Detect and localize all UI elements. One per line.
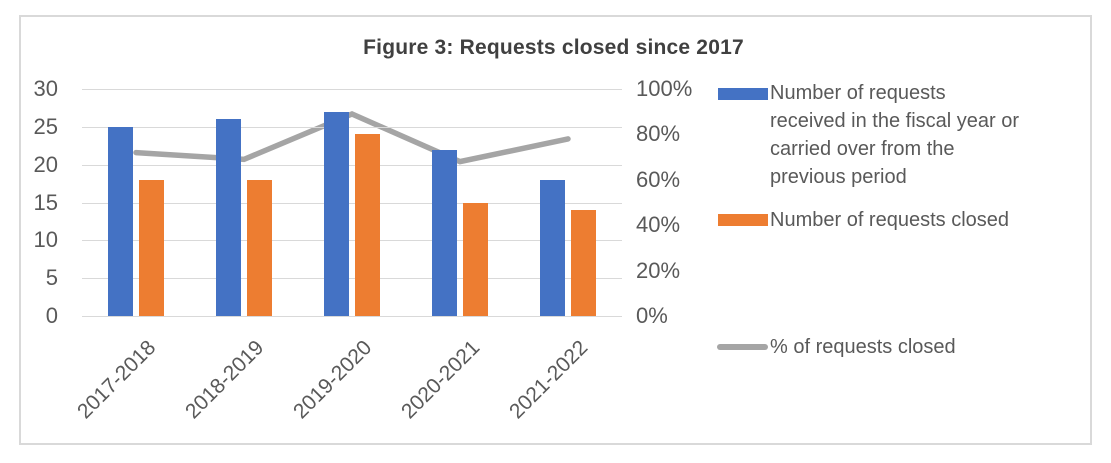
legend-label-1: Number of requests closed bbox=[770, 206, 1080, 234]
legend-swatch-0 bbox=[718, 88, 768, 100]
gridline bbox=[82, 278, 622, 280]
gridline bbox=[82, 126, 622, 128]
legend-line-swatch bbox=[717, 344, 768, 350]
left-axis-tick: 10 bbox=[33, 227, 58, 253]
legend-label-2: % of requests closed bbox=[770, 333, 1080, 361]
gridline bbox=[82, 164, 622, 166]
legend-label-line: previous period bbox=[770, 166, 907, 188]
legend-label-0: Number of requests received in the fiscal… bbox=[770, 79, 1080, 191]
legend-label-line: carried over from the bbox=[770, 138, 955, 160]
legend-label-line: % of requests closed bbox=[770, 336, 956, 358]
legend-label-line: Number of requests bbox=[770, 82, 946, 104]
right-axis-tick: 0% bbox=[636, 303, 668, 328]
bar-closed bbox=[247, 179, 272, 316]
left-axis-tick: 5 bbox=[45, 265, 58, 291]
gridline bbox=[82, 89, 622, 90]
bar-received bbox=[216, 119, 241, 316]
gridline bbox=[82, 202, 622, 204]
bar-received bbox=[540, 179, 565, 316]
right-axis-tick: 60% bbox=[636, 166, 681, 192]
bar-received bbox=[324, 111, 349, 316]
left-axis-tick: 0 bbox=[45, 303, 58, 328]
right-axis-tick: 80% bbox=[636, 121, 681, 147]
right-axis-tick: 20% bbox=[636, 257, 681, 283]
left-axis-tick: 20 bbox=[33, 151, 58, 177]
bar-received bbox=[432, 149, 457, 316]
left-axis-tick: 15 bbox=[33, 189, 58, 215]
left-axis-tick: 25 bbox=[33, 113, 58, 139]
bar-closed bbox=[355, 134, 380, 316]
chart-title: Figure 3: Requests closed since 2017 bbox=[363, 36, 744, 59]
left-axis-tick: 30 bbox=[33, 76, 58, 101]
legend-label-line: received in the fiscal year or bbox=[770, 110, 1020, 132]
right-axis-tick: 100% bbox=[636, 76, 693, 101]
bar-closed bbox=[139, 179, 164, 316]
bar-received bbox=[108, 126, 133, 316]
right-axis-tick: 40% bbox=[636, 212, 681, 238]
gridline bbox=[82, 316, 622, 317]
legend-swatch-1 bbox=[718, 214, 768, 226]
pct-closed-line bbox=[133, 111, 571, 165]
gridline bbox=[82, 240, 622, 242]
bar-closed bbox=[571, 210, 596, 316]
bar-closed bbox=[463, 202, 488, 316]
legend-label-line: Number of requests closed bbox=[770, 209, 1010, 231]
pct-closed-polyline bbox=[133, 111, 571, 165]
